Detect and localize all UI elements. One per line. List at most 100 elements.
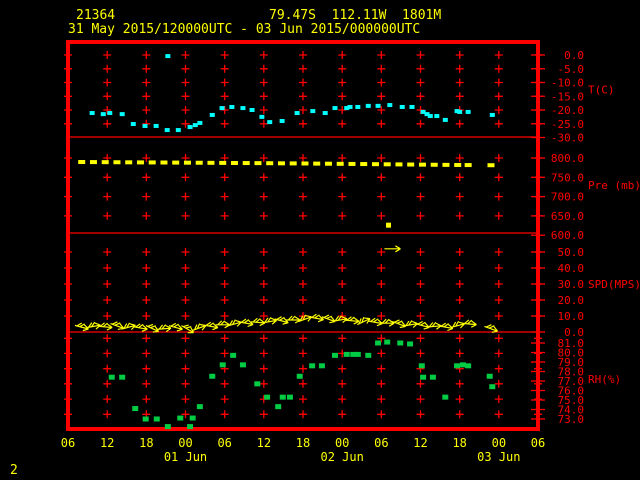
pressure-point: [442, 162, 450, 167]
temperature-point: [355, 104, 361, 109]
wind-barb: [368, 317, 383, 327]
humidity-point: [397, 340, 404, 346]
temperature-point: [399, 104, 405, 109]
pressure-point: [101, 160, 109, 165]
pressure-point: [148, 160, 156, 165]
humidity-point: [407, 341, 414, 347]
temperature-tick-label: -10.0: [551, 77, 584, 90]
temperature-point: [187, 125, 193, 130]
temperature-point: [344, 106, 350, 111]
pressure-point: [207, 160, 215, 165]
temperature-point: [457, 109, 463, 114]
wind-barb: [333, 315, 348, 324]
wind-barb: [380, 318, 395, 327]
humidity-tick-label: 78.0: [558, 366, 585, 379]
humidity-point: [309, 363, 316, 369]
humidity-point: [296, 373, 303, 379]
wind-barb: [298, 314, 313, 323]
temperature-tick-label: -20.0: [551, 104, 584, 117]
wind-barb: [262, 316, 277, 325]
pressure-point: [336, 161, 344, 166]
speed-axis-title: SPD(MPS): [588, 278, 640, 291]
pressure-point: [289, 161, 297, 166]
wind-barb: [133, 323, 148, 332]
humidity-point: [318, 363, 325, 369]
humidity-point: [209, 373, 216, 379]
temperature-point: [279, 119, 285, 123]
pressure-point: [136, 160, 144, 165]
wind-barb: [392, 319, 407, 329]
x-hour-label: 12: [100, 436, 114, 450]
temperature-point: [375, 103, 381, 108]
pressure-point: [348, 161, 356, 166]
wind-barb: [215, 320, 231, 329]
humidity-point: [459, 362, 466, 368]
pressure-point: [371, 162, 379, 167]
pressure-point: [89, 160, 97, 165]
temperature-point: [332, 106, 338, 111]
humidity-axis-title: RH(%): [588, 373, 621, 386]
pressure-tick-label: 800.0: [551, 152, 584, 165]
temperature-point: [240, 106, 246, 111]
pressure-point: [313, 161, 321, 166]
temperature-tick-label: -15.0: [551, 90, 584, 103]
speed-tick-label: 40.0: [558, 262, 585, 275]
x-hour-label: 06: [217, 436, 231, 450]
temperature-point: [164, 128, 170, 133]
wind-barb: [168, 322, 183, 332]
humidity-point: [331, 352, 338, 358]
wind-barb: [181, 324, 195, 334]
wind-barb: [286, 315, 301, 324]
wind-barb: [145, 323, 160, 333]
temperature-tick-label: -30.0: [551, 132, 584, 145]
wind-barb: [250, 317, 266, 327]
page-number: 2: [10, 463, 18, 478]
humidity-point: [354, 351, 361, 357]
humidity-tick-label: 74.0: [558, 404, 585, 417]
wind-barb: [227, 319, 242, 327]
temperature-point: [409, 104, 415, 109]
humidity-point: [420, 374, 427, 380]
wind-barb: [309, 313, 324, 323]
x-hour-label: 12: [257, 436, 271, 450]
wind-barb: [321, 314, 336, 324]
pressure-point: [487, 163, 495, 168]
wind-barb: [462, 319, 477, 328]
temperature-point: [322, 111, 328, 116]
humidity-point: [418, 363, 425, 369]
humidity-point: [384, 339, 391, 345]
speed-tick-label: 50.0: [558, 246, 585, 259]
temperature-point: [249, 108, 255, 112]
humidity-tick-label: 80.0: [558, 347, 585, 360]
temperature-point: [267, 120, 273, 125]
humidity-point: [442, 394, 449, 400]
pressure-point: [242, 161, 250, 166]
temperature-point: [442, 117, 448, 122]
temperature-point: [192, 123, 198, 128]
x-date-label: 02 Jun: [320, 450, 363, 464]
temperature-point: [387, 103, 393, 108]
pressure-point: [172, 160, 180, 165]
x-hour-label: 06: [61, 436, 75, 450]
humidity-point: [119, 374, 126, 380]
pressure-point: [454, 162, 462, 167]
humidity-point: [489, 384, 496, 390]
temperature-point: [420, 109, 426, 114]
speed-tick-label: 20.0: [558, 294, 585, 307]
pressure-tick-label: 750.0: [551, 171, 584, 184]
x-hour-label: 18: [139, 436, 153, 450]
pressure-point: [219, 160, 227, 165]
humidity-point: [365, 352, 372, 358]
x-hour-label: 18: [452, 436, 466, 450]
temperature-point: [197, 120, 203, 125]
pressure-tick-label: 650.0: [551, 210, 584, 223]
pressure-outlier-point: [386, 222, 392, 228]
x-date-label: 03 Jun: [477, 450, 520, 464]
temperature-point: [209, 112, 215, 117]
x-hour-label: 00: [492, 436, 506, 450]
temperature-point: [229, 104, 235, 109]
temperature-tick-label: -5.0: [558, 63, 585, 76]
humidity-point: [465, 363, 472, 369]
